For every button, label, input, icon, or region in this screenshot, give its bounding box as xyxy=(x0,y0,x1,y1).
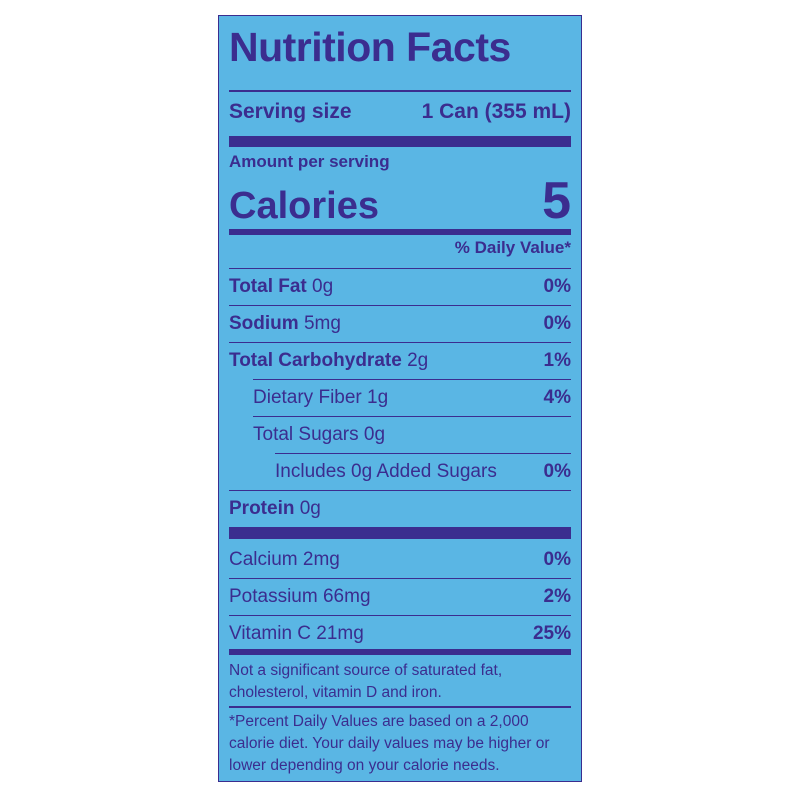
amount-label: Amount per serving xyxy=(229,152,390,171)
title: Nutrition Facts xyxy=(229,24,511,70)
nutrient-name: Protein xyxy=(229,497,295,519)
nutrient-name: Total Fat xyxy=(229,275,307,297)
nutrient-name: Total Sugars 0g xyxy=(253,423,386,445)
nutrient-name: Sodium xyxy=(229,312,299,334)
serving-value: 1 Can (355 mL) xyxy=(421,100,571,123)
nutrient-dv: 4% xyxy=(543,386,571,408)
vitamin-name: Potassium 66mg xyxy=(229,585,371,607)
nutrient-dv: 0% xyxy=(543,312,571,334)
medium-rule xyxy=(229,229,571,235)
rule xyxy=(229,706,571,708)
rule xyxy=(229,90,571,92)
nutrient-row: Protein 0g xyxy=(229,490,571,526)
medium-rule xyxy=(229,649,571,655)
nutrient-dv: 0% xyxy=(543,275,571,297)
thick-rule xyxy=(229,527,571,539)
nutrient-row: Total Fat 0g 0% xyxy=(229,268,571,304)
serving: Serving size 1 Can (355 mL) xyxy=(229,100,571,124)
nutrient-row: Sodium 5mg 0% xyxy=(229,305,571,341)
nutrient-row: Potassium 66mg 2% xyxy=(229,578,571,614)
nutrient-row: Total Sugars 0g xyxy=(253,416,571,452)
nutrient-name: Dietary Fiber 1g xyxy=(253,386,389,408)
nutrient-amount: 0g xyxy=(299,497,321,519)
vitamin-dv: 0% xyxy=(543,549,571,570)
vitamin-dv: 25% xyxy=(532,622,571,644)
footnote: Not a significant source of saturated fa… xyxy=(229,662,503,701)
nutrient-row: Vitamin C 21mg 25% xyxy=(229,615,571,651)
nutrient-amount: 0g xyxy=(312,275,334,297)
vitamin-name: Calcium 2mg xyxy=(229,549,340,570)
nutrient-row: Calcium 2mg 0% xyxy=(229,542,571,578)
nutrient-row: Dietary Fiber 1g 4% xyxy=(253,379,571,415)
nutrient-amount: 2g xyxy=(407,349,429,371)
footnote: *Percent Daily Values are based on a 2,0… xyxy=(229,713,550,774)
calories-value: 5 xyxy=(542,172,571,230)
vitamin-name: Vitamin C 21mg xyxy=(229,622,364,644)
thick-rule xyxy=(229,136,571,147)
nutrient-dv: 0% xyxy=(543,460,571,482)
nutrient-name: Total Carbohydrate xyxy=(229,349,402,371)
serving-label: Serving size xyxy=(229,100,352,123)
calories: Calories 5 xyxy=(229,171,571,231)
nutrient-amount: 5mg xyxy=(303,312,341,334)
nutrient-row: Includes 0g Added Sugars 0% xyxy=(275,453,571,489)
nutrient-row: Total Carbohydrate 2g 1% xyxy=(229,342,571,378)
nutrient-name: Includes 0g Added Sugars xyxy=(275,460,497,482)
dv-header: % Daily Value* xyxy=(454,238,571,257)
nutrition-label: Nutrition Facts Serving size 1 Can (355 … xyxy=(218,15,582,782)
vitamin-dv: 2% xyxy=(543,585,571,607)
calories-label: Calories xyxy=(229,185,379,227)
nutrient-dv: 1% xyxy=(543,349,571,371)
